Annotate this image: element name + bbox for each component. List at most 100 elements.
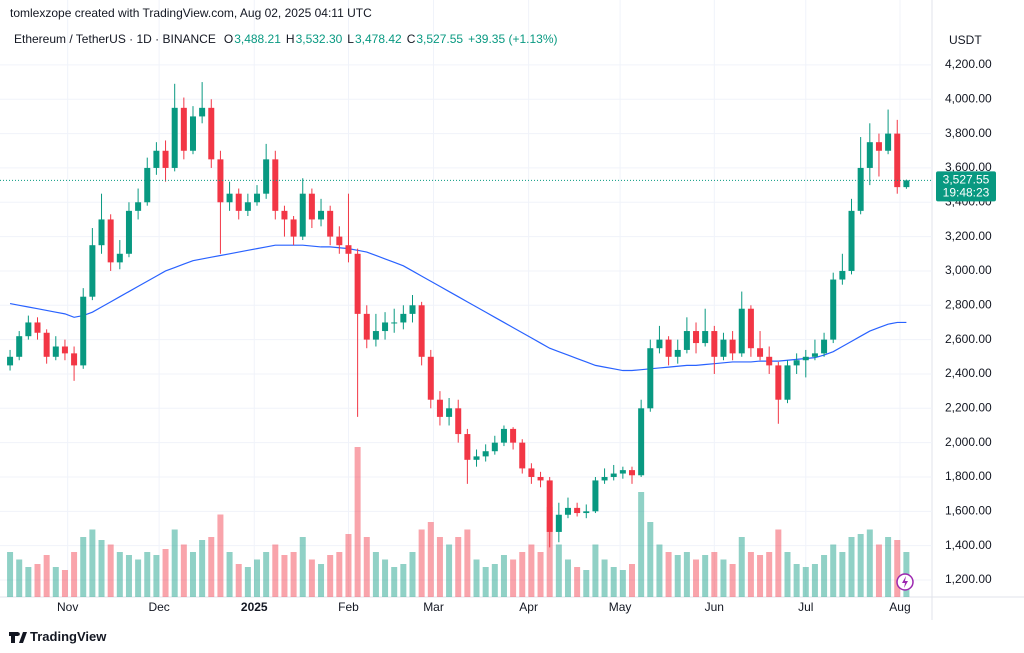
candle-body: [400, 313, 407, 323]
volume-bar: [318, 564, 325, 597]
candle-body: [766, 356, 773, 366]
candle-body: [702, 331, 709, 344]
candle-body: [354, 253, 361, 314]
volume-bar: [464, 529, 471, 597]
volume-bar: [665, 552, 672, 597]
y-tick-label: 2,800.00: [945, 297, 992, 311]
axes-layer: 1,200.00 1,400.00 1,600.00 1,800.00 2,000.00…: [57, 57, 996, 614]
volume-bar: [144, 552, 151, 597]
candle-body: [446, 408, 453, 417]
volume-layer: [7, 447, 910, 597]
volume-bar: [7, 552, 14, 597]
volume-bar: [894, 540, 901, 597]
volume-bar: [629, 564, 636, 597]
volume-bar: [16, 559, 23, 597]
candle-body: [363, 313, 370, 340]
candle-body: [802, 356, 809, 361]
candle-body: [153, 150, 160, 168]
volume-bar: [116, 552, 123, 597]
volume-bar: [729, 564, 736, 597]
candle-body: [830, 279, 837, 340]
candle-body: [875, 142, 882, 151]
ohlc-key: L: [347, 32, 354, 46]
ohlc-value: 3,478.42: [354, 32, 402, 46]
volume-bar: [25, 567, 32, 597]
y-tick-label: 3,600.00: [945, 160, 992, 174]
candle-body: [619, 470, 626, 474]
candle-body: [272, 159, 279, 211]
volume-bar: [519, 552, 526, 597]
candle-body: [71, 353, 78, 366]
ohlc-key: O: [223, 32, 234, 46]
volume-bar: [821, 555, 828, 597]
x-tick-label: Nov: [57, 600, 78, 614]
y-tick-label: 4,200.00: [945, 57, 992, 71]
candle-body: [436, 399, 443, 417]
candle-body: [784, 365, 791, 400]
volume-bar: [711, 552, 718, 597]
volume-bar: [199, 540, 206, 597]
candle-body: [308, 193, 315, 220]
volume-bar: [43, 555, 50, 597]
volume-bar: [830, 544, 837, 597]
volume-bar: [162, 549, 169, 597]
candle-body: [226, 193, 233, 203]
candle-body: [510, 428, 517, 443]
price-tag: [936, 171, 996, 202]
x-tick-label: Feb: [338, 600, 359, 614]
candle-body: [16, 336, 23, 357]
volume-bar: [299, 537, 306, 597]
y-tick-label: 3,200.00: [945, 229, 992, 243]
volume-bar: [528, 544, 535, 597]
candle-body: [574, 507, 581, 514]
volume-bar: [610, 567, 617, 597]
candle-body: [583, 511, 590, 514]
volume-bar: [537, 552, 544, 597]
volume-bar: [775, 529, 782, 597]
grid: [0, 0, 932, 597]
candle-body: [171, 107, 178, 168]
candle-body: [409, 305, 416, 314]
volume-bar: [866, 529, 873, 597]
candle-body: [656, 339, 663, 349]
volume-bar: [784, 552, 791, 597]
candle-body: [327, 210, 334, 237]
candle-body: [647, 348, 654, 409]
volume-bar: [308, 559, 315, 597]
candle-body: [281, 210, 288, 220]
candle-body: [683, 331, 690, 350]
candle-body: [491, 442, 498, 452]
volume-bar: [446, 544, 453, 597]
candle-body: [107, 219, 114, 263]
volume-bar: [235, 564, 242, 597]
volume-bar: [793, 564, 800, 597]
candle-body: [345, 245, 352, 254]
volume-bar: [811, 564, 818, 597]
ohlc-value: 3,527.55: [416, 32, 464, 46]
volume-bar: [217, 514, 224, 597]
volume-bar: [80, 537, 87, 597]
volume-bar: [244, 567, 251, 597]
candle-body: [427, 356, 434, 400]
currency: USDT: [949, 33, 982, 47]
volume-bar: [372, 552, 379, 597]
ohlc-value: 3,488.21: [234, 32, 281, 46]
candle-body: [318, 210, 325, 220]
attribution: tomlexzope created with TradingView.com,…: [10, 6, 372, 20]
volume-bar: [693, 559, 700, 597]
volume-bar: [601, 559, 608, 597]
volume-bar: [857, 534, 864, 597]
volume-bar: [272, 544, 279, 597]
candle-body: [263, 159, 270, 194]
candle-body: [135, 202, 142, 211]
y-tick-label: 4,000.00: [945, 91, 992, 105]
candle-body: [125, 210, 132, 254]
volume-bar: [702, 555, 709, 597]
volume-bar: [720, 559, 727, 597]
volume-bar: [839, 552, 846, 597]
volume-bar: [180, 544, 187, 597]
y-tick-label: 2,400.00: [945, 366, 992, 380]
candle-body: [885, 133, 892, 151]
